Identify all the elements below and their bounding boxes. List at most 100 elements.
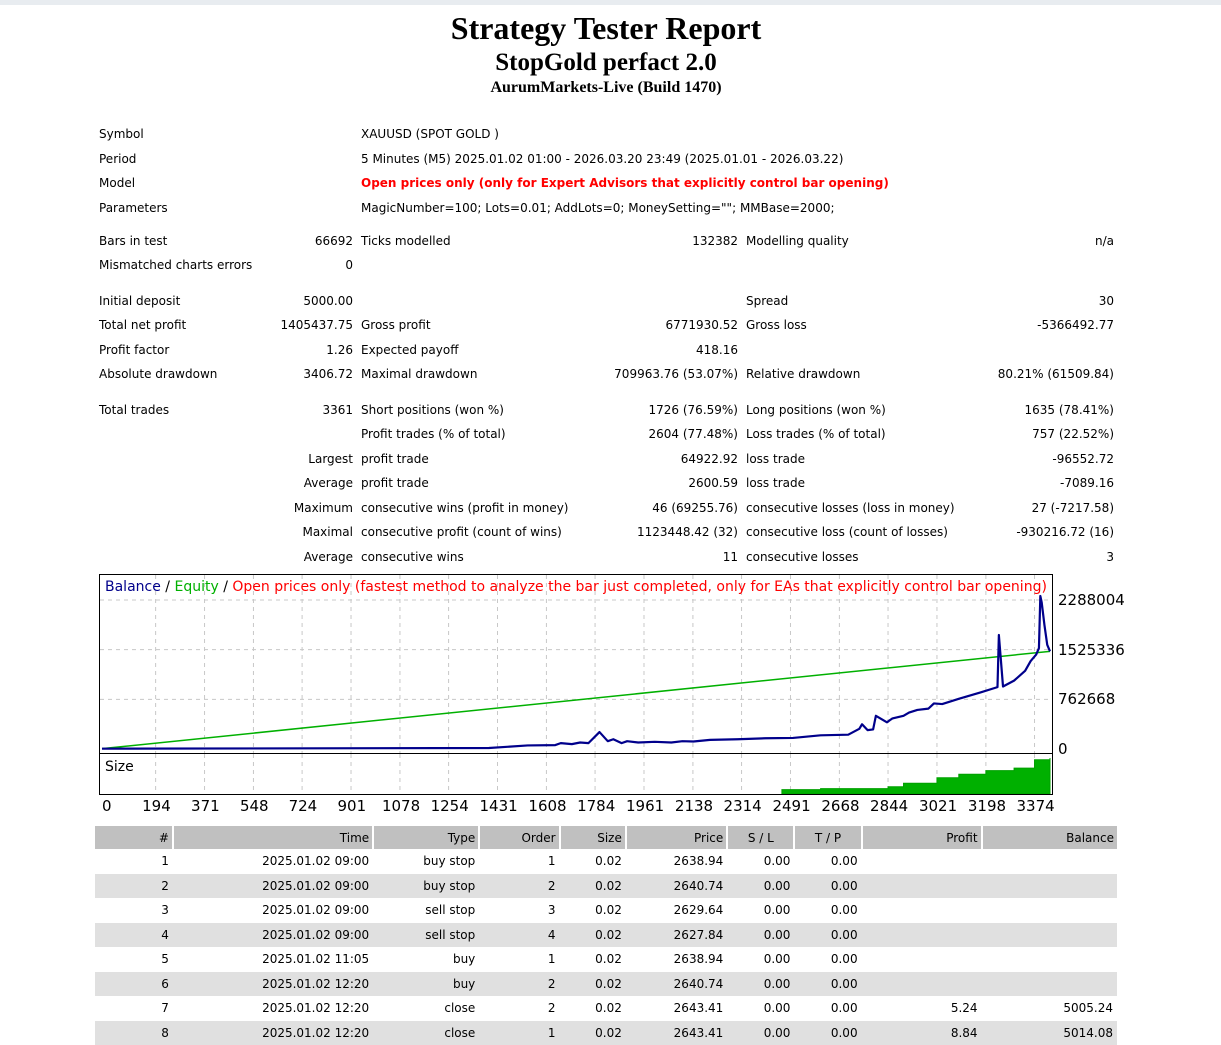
- net-profit-label: Total net profit: [99, 317, 186, 333]
- cell-col-sl: 0.00: [727, 996, 794, 1021]
- cell-col-size: 0.02: [560, 898, 626, 923]
- long-positions-label: Long positions (won %): [746, 402, 886, 418]
- cell-col-size: 0.02: [560, 849, 626, 874]
- bars-value: 66692: [253, 233, 353, 249]
- net-profit-value: 1405437.75: [253, 317, 353, 333]
- cell-col-balance: [982, 849, 1117, 874]
- x-tick-label: 3021: [919, 797, 957, 815]
- cell-col-balance: [982, 874, 1117, 899]
- largest-loss-value: -96552.72: [964, 451, 1114, 467]
- expected-payoff-label: Expected payoff: [361, 342, 458, 358]
- ticks-label: Ticks modelled: [361, 233, 451, 249]
- maximal-profit-label: consecutive profit (count of wins): [361, 524, 562, 540]
- cell-col-type: buy: [373, 972, 479, 997]
- cell-col-price: 2643.41: [626, 1021, 727, 1045]
- legend-balance: Balance: [105, 579, 161, 595]
- parameters-value: MagicNumber=100; Lots=0.01; AddLots=0; M…: [361, 200, 835, 216]
- cell-col-type: close: [373, 996, 479, 1021]
- spread-label: Spread: [746, 293, 788, 309]
- cell-col-sl: 0.00: [727, 849, 794, 874]
- cell-col-number: 7: [95, 996, 173, 1021]
- cell-col-tp: 0.00: [794, 947, 861, 972]
- x-tick-label: 724: [289, 797, 318, 815]
- cell-col-size: 0.02: [560, 996, 626, 1021]
- x-tick-label: 548: [240, 797, 269, 815]
- cell-col-time: 2025.01.02 09:00: [173, 923, 373, 948]
- cell-col-profit: [862, 923, 982, 948]
- cell-col-order: 2: [479, 874, 559, 899]
- profit-factor-label: Profit factor: [99, 342, 169, 358]
- avg-consec-label: Average: [203, 549, 353, 565]
- mismatch-label: Mismatched charts errors: [99, 257, 252, 273]
- cell-col-time: 2025.01.02 12:20: [173, 972, 373, 997]
- x-tick-label: 0: [102, 797, 112, 815]
- balance-chart-plot: [100, 575, 1052, 753]
- cell-col-profit: [862, 972, 982, 997]
- maximal-profit-value: 1123448.42 (32): [588, 524, 738, 540]
- short-positions-label: Short positions (won %): [361, 402, 504, 418]
- balance-line: [102, 596, 1050, 749]
- size-chart: Size: [99, 753, 1053, 795]
- spread-value: 30: [1014, 293, 1114, 309]
- period-label: Period: [99, 151, 136, 167]
- cell-col-tp: 0.00: [794, 923, 861, 948]
- cell-col-size: 0.02: [560, 923, 626, 948]
- cell-col-size: 0.02: [560, 947, 626, 972]
- cell-col-sl: 0.00: [727, 898, 794, 923]
- max-losses-label: consecutive losses (loss in money): [746, 500, 955, 516]
- largest-label: Largest: [203, 451, 353, 467]
- model-value: Open prices only (only for Expert Adviso…: [361, 175, 889, 191]
- model-label: Model: [99, 175, 135, 191]
- cell-col-tp: 0.00: [794, 874, 861, 899]
- cell-col-type: sell stop: [373, 898, 479, 923]
- cell-col-number: 2: [95, 874, 173, 899]
- cell-col-time: 2025.01.02 12:20: [173, 996, 373, 1021]
- profit-trades-label: Profit trades (% of total): [361, 426, 506, 442]
- gross-loss-value: -5366492.77: [964, 317, 1114, 333]
- long-positions-value: 1635 (78.41%): [964, 402, 1114, 418]
- x-tick-label: 1431: [480, 797, 518, 815]
- average-loss-label: loss trade: [746, 475, 805, 491]
- x-tick-label: 2844: [870, 797, 908, 815]
- short-positions-value: 1726 (76.59%): [588, 402, 738, 418]
- cell-col-type: close: [373, 1021, 479, 1045]
- maximal-label: Maximal: [203, 524, 353, 540]
- x-tick-label: 1961: [626, 797, 664, 815]
- cell-col-balance: [982, 923, 1117, 948]
- cell-col-size: 0.02: [560, 874, 626, 899]
- y-tick-label: 762668: [1058, 690, 1115, 708]
- cell-col-profit: [862, 874, 982, 899]
- max-wins-value: 46 (69255.76): [588, 500, 738, 516]
- balance-chart: Balance / Equity / Open prices only (fas…: [99, 574, 1053, 754]
- bars-label: Bars in test: [99, 233, 167, 249]
- cell-col-price: 2640.74: [626, 874, 727, 899]
- header-col-sl: S / L: [727, 826, 794, 849]
- mismatch-value: 0: [253, 257, 353, 273]
- avg-losses-value: 3: [964, 549, 1114, 565]
- loss-trades-value: 757 (22.52%): [964, 426, 1114, 442]
- equity-line: [102, 651, 1050, 748]
- cell-col-tp: 0.00: [794, 898, 861, 923]
- cell-col-balance: [982, 947, 1117, 972]
- period-value: 5 Minutes (M5) 2025.01.02 01:00 - 2026.0…: [361, 151, 843, 167]
- cell-col-profit: [862, 947, 982, 972]
- profit-trades-value: 2604 (77.48%): [588, 426, 738, 442]
- cell-col-profit: 5.24: [862, 996, 982, 1021]
- cell-col-order: 2: [479, 996, 559, 1021]
- cell-col-size: 0.02: [560, 1021, 626, 1045]
- cell-col-tp: 0.00: [794, 849, 861, 874]
- cell-col-order: 4: [479, 923, 559, 948]
- cell-col-number: 4: [95, 923, 173, 948]
- legend-equity: Equity: [174, 579, 218, 595]
- cell-col-price: 2638.94: [626, 947, 727, 972]
- header-col-price: Price: [626, 826, 727, 849]
- cell-col-price: 2643.41: [626, 996, 727, 1021]
- cell-col-order: 1: [479, 849, 559, 874]
- cell-col-tp: 0.00: [794, 972, 861, 997]
- cell-col-type: buy: [373, 947, 479, 972]
